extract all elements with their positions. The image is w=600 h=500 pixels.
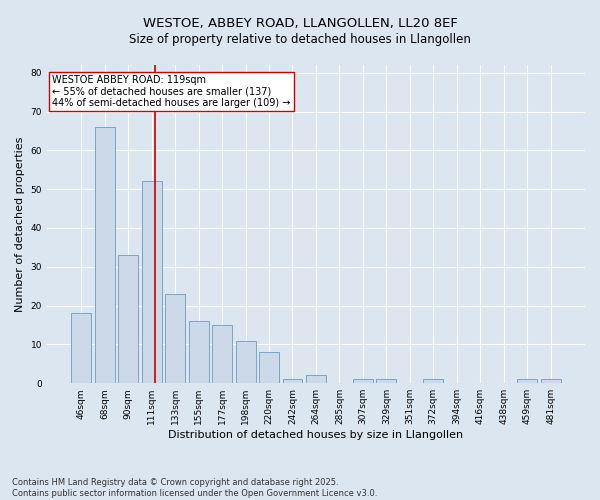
X-axis label: Distribution of detached houses by size in Llangollen: Distribution of detached houses by size … [169, 430, 464, 440]
Bar [165, 294, 185, 383]
Bar [188, 321, 209, 383]
Bar [376, 380, 397, 383]
Bar [95, 127, 115, 383]
Bar [259, 352, 279, 383]
Bar [118, 255, 138, 383]
Text: WESTOE, ABBEY ROAD, LLANGOLLEN, LL20 8EF: WESTOE, ABBEY ROAD, LLANGOLLEN, LL20 8EF [143, 18, 457, 30]
Bar [306, 376, 326, 383]
Bar [283, 380, 302, 383]
Text: WESTOE ABBEY ROAD: 119sqm
← 55% of detached houses are smaller (137)
44% of semi: WESTOE ABBEY ROAD: 119sqm ← 55% of detac… [52, 74, 290, 108]
Bar [517, 380, 537, 383]
Text: Size of property relative to detached houses in Llangollen: Size of property relative to detached ho… [129, 32, 471, 46]
Bar [212, 325, 232, 383]
Bar [71, 314, 91, 383]
Y-axis label: Number of detached properties: Number of detached properties [15, 136, 25, 312]
Bar [541, 380, 560, 383]
Text: Contains HM Land Registry data © Crown copyright and database right 2025.
Contai: Contains HM Land Registry data © Crown c… [12, 478, 377, 498]
Bar [423, 380, 443, 383]
Bar [236, 340, 256, 383]
Bar [142, 182, 162, 383]
Bar [353, 380, 373, 383]
